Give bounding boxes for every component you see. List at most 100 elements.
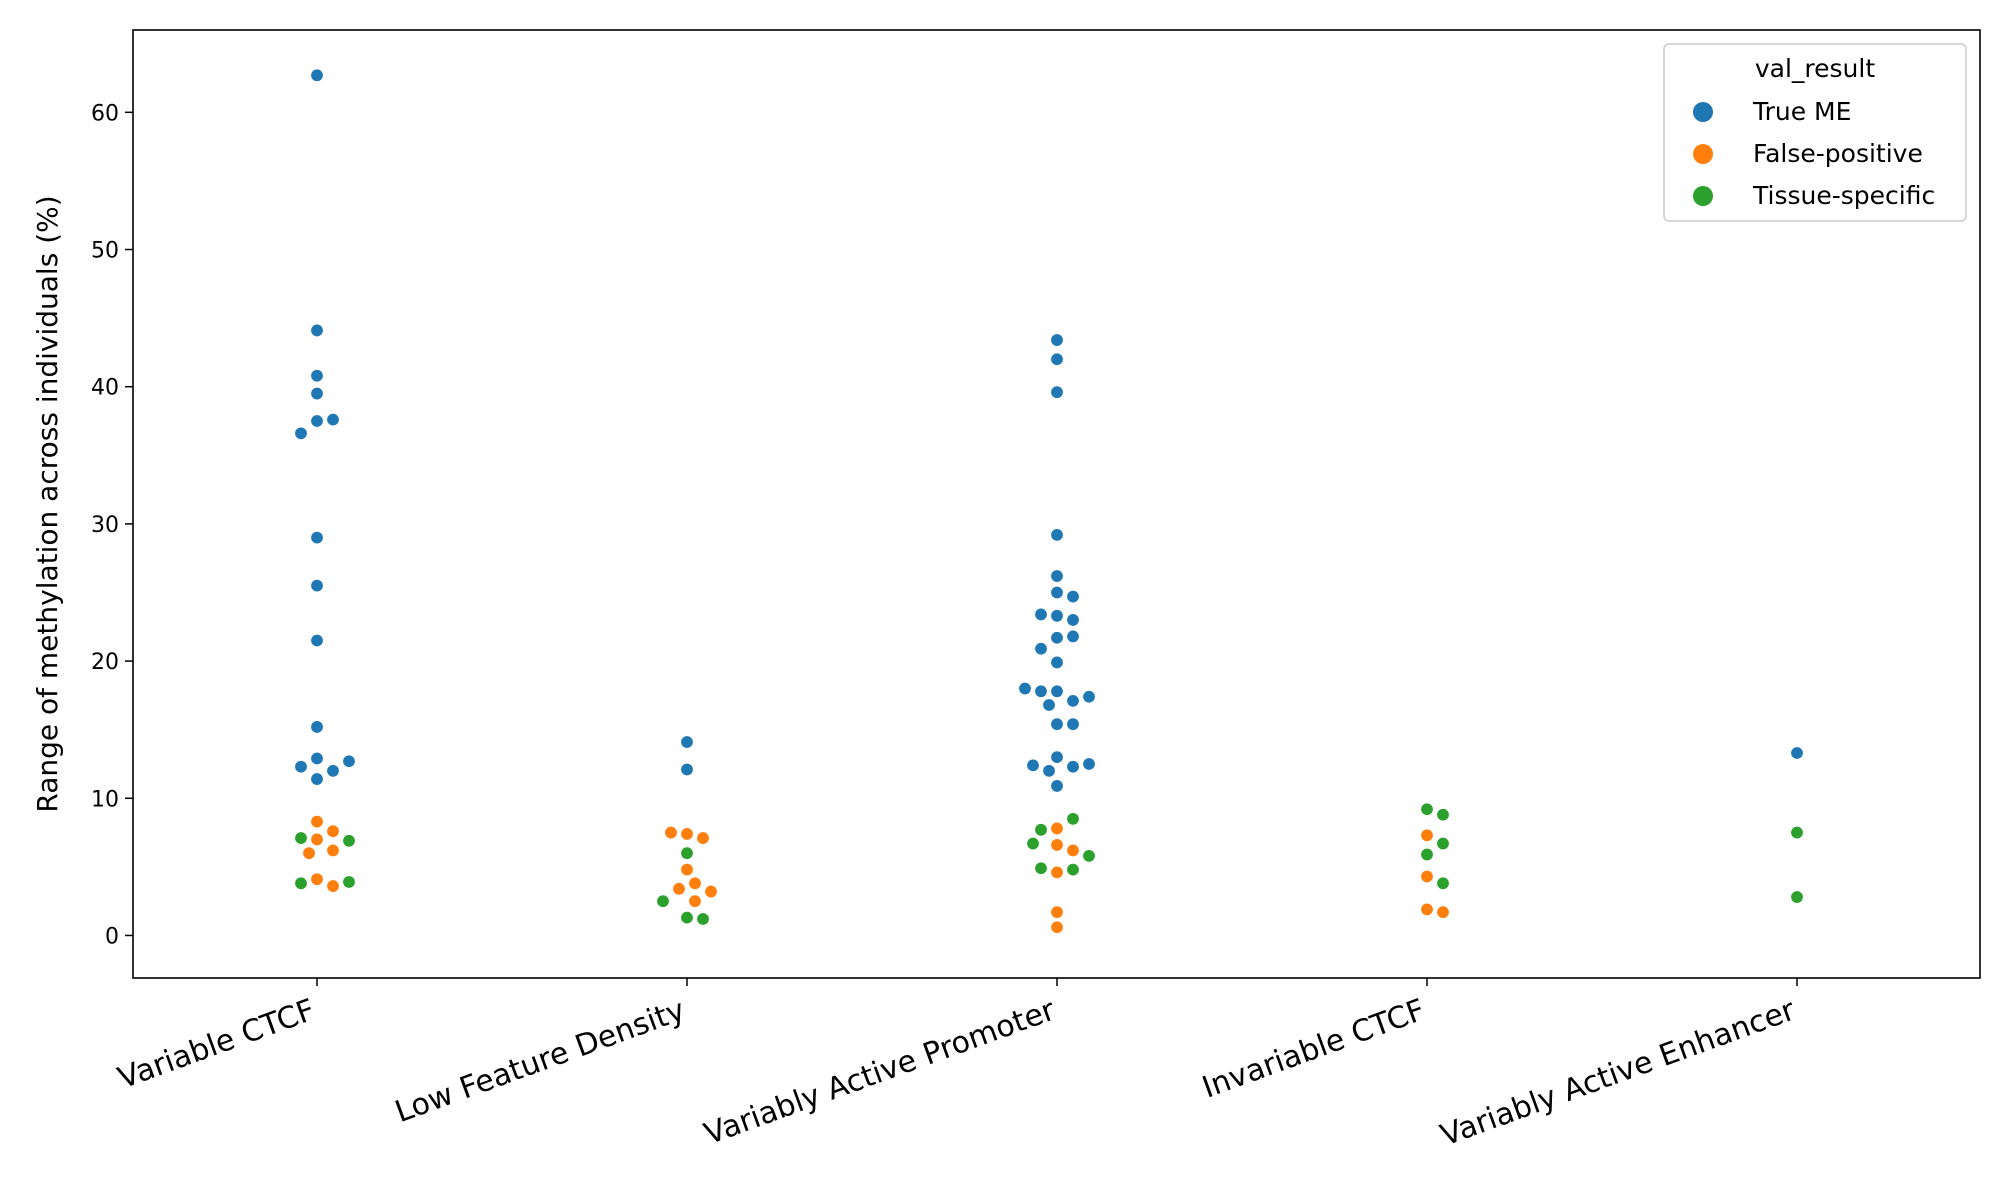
- y-tick-label: 30: [91, 513, 119, 538]
- point-true-me: [310, 387, 324, 401]
- point-false-positive: [302, 846, 316, 860]
- point-true-me: [310, 751, 324, 765]
- point-tissue-specific: [1066, 812, 1080, 826]
- point-tissue-specific: [1790, 826, 1804, 840]
- point-false-positive: [310, 832, 324, 846]
- point-true-me: [1066, 613, 1080, 627]
- point-true-me: [1050, 609, 1064, 623]
- point-tissue-specific: [294, 831, 308, 845]
- legend-label: Tissue-specific: [1752, 181, 1935, 210]
- point-true-me: [1050, 528, 1064, 542]
- point-false-positive: [664, 826, 678, 840]
- point-true-me: [310, 720, 324, 734]
- point-true-me: [1050, 750, 1064, 764]
- point-false-positive: [326, 824, 340, 838]
- point-false-positive: [704, 885, 718, 899]
- point-true-me: [680, 735, 694, 749]
- point-false-positive: [1420, 902, 1434, 916]
- legend: val_result True ME False-positive Tissue-s…: [1663, 43, 1967, 222]
- y-tick-label: 50: [91, 239, 119, 264]
- point-tissue-specific: [1420, 848, 1434, 862]
- point-tissue-specific: [680, 846, 694, 860]
- legend-box: [1663, 43, 1967, 222]
- point-true-me: [1066, 717, 1080, 731]
- point-tissue-specific: [696, 912, 710, 926]
- legend-title: val_result: [1755, 54, 1875, 83]
- legend-marker: [1693, 144, 1713, 164]
- point-true-me: [1082, 757, 1096, 771]
- point-tissue-specific: [1436, 876, 1450, 890]
- point-tissue-specific: [1082, 849, 1096, 863]
- point-false-positive: [1050, 905, 1064, 919]
- point-tissue-specific: [1436, 808, 1450, 822]
- point-tissue-specific: [342, 834, 356, 848]
- point-false-positive: [1050, 865, 1064, 879]
- legend-marker: [1693, 102, 1713, 122]
- y-tick-label: 0: [105, 924, 119, 949]
- point-true-me: [310, 323, 324, 337]
- point-true-me: [326, 764, 340, 778]
- point-false-positive: [680, 827, 694, 841]
- point-false-positive: [326, 843, 340, 857]
- point-true-me: [310, 772, 324, 786]
- point-true-me: [1066, 590, 1080, 604]
- point-true-me: [326, 413, 340, 427]
- point-true-me: [1050, 569, 1064, 583]
- point-true-me: [1066, 694, 1080, 708]
- point-false-positive: [326, 879, 340, 893]
- y-tick-label: 20: [91, 650, 119, 675]
- point-true-me: [1066, 629, 1080, 643]
- point-false-positive: [680, 863, 694, 877]
- point-true-me: [1050, 655, 1064, 669]
- point-false-positive: [310, 872, 324, 886]
- point-false-positive: [688, 894, 702, 908]
- point-false-positive: [688, 876, 702, 890]
- point-true-me: [1050, 333, 1064, 347]
- point-true-me: [1050, 585, 1064, 599]
- point-true-me: [310, 531, 324, 545]
- point-true-me: [1790, 746, 1804, 760]
- legend-entries: True ME False-positive Tissue-specific: [1693, 97, 1935, 210]
- point-false-positive: [1050, 821, 1064, 835]
- point-tissue-specific: [1066, 863, 1080, 877]
- point-true-me: [1050, 352, 1064, 366]
- point-true-me: [310, 579, 324, 593]
- point-true-me: [1034, 607, 1048, 621]
- point-tissue-specific: [1436, 837, 1450, 851]
- point-false-positive: [672, 882, 686, 896]
- point-true-me: [310, 634, 324, 648]
- point-tissue-specific: [1034, 823, 1048, 837]
- point-tissue-specific: [1790, 890, 1804, 904]
- point-true-me: [680, 762, 694, 776]
- point-false-positive: [1436, 905, 1450, 919]
- point-false-positive: [1420, 869, 1434, 883]
- point-true-me: [1026, 758, 1040, 772]
- point-false-positive: [310, 815, 324, 829]
- point-true-me: [1050, 779, 1064, 793]
- point-true-me: [342, 754, 356, 768]
- point-tissue-specific: [342, 875, 356, 889]
- point-tissue-specific: [656, 894, 670, 908]
- point-tissue-specific: [680, 911, 694, 925]
- y-tick-label: 40: [91, 376, 119, 401]
- y-axis: 0 10 20 30 40 50 60: [91, 101, 133, 949]
- point-true-me: [1050, 717, 1064, 731]
- plot-points: [294, 68, 1804, 934]
- point-false-positive: [1066, 843, 1080, 857]
- point-true-me: [294, 426, 308, 440]
- point-tissue-specific: [1026, 837, 1040, 851]
- point-false-positive: [696, 831, 710, 845]
- point-true-me: [310, 68, 324, 82]
- point-true-me: [1050, 631, 1064, 645]
- point-true-me: [1018, 682, 1032, 696]
- point-true-me: [294, 760, 308, 774]
- point-true-me: [310, 414, 324, 428]
- legend-label: True ME: [1752, 97, 1851, 126]
- point-true-me: [1066, 760, 1080, 774]
- point-true-me: [1034, 684, 1048, 698]
- point-true-me: [1042, 698, 1056, 712]
- point-true-me: [1082, 690, 1096, 704]
- point-true-me: [1042, 764, 1056, 778]
- y-tick-label: 10: [91, 787, 119, 812]
